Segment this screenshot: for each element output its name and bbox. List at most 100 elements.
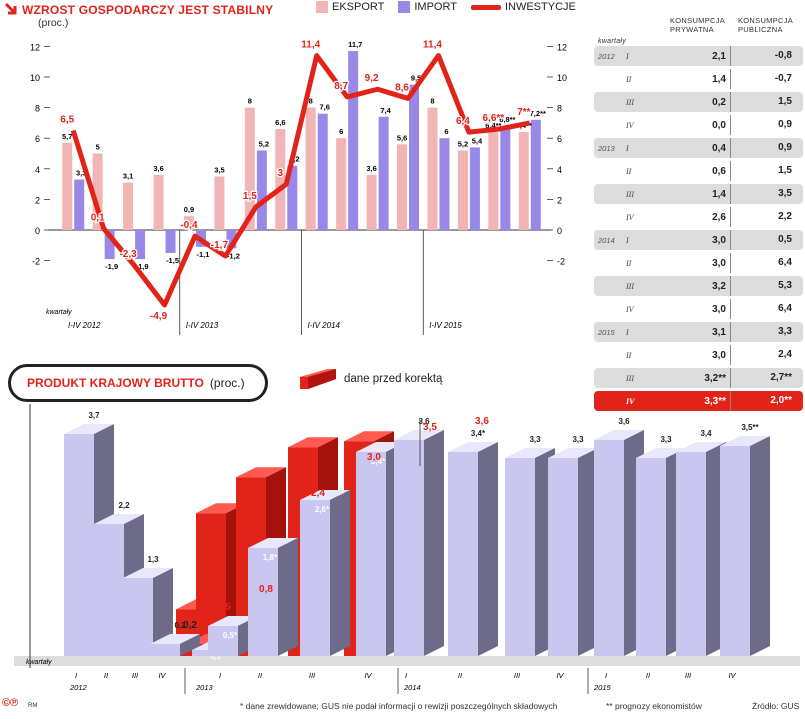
export-label: 3,6 <box>153 164 163 173</box>
import-bar <box>348 51 358 230</box>
gdp-label: 3,4 <box>700 429 712 438</box>
export-bar <box>488 132 498 230</box>
y-tick-right: 12 <box>557 42 567 52</box>
row-private: 0,4 <box>670 143 730 154</box>
table-row: II 0,6 1,5 <box>594 161 803 181</box>
row-quarter: III <box>626 282 670 291</box>
gdp-title-box: PRODUKT KRAJOWY BRUTTO (proc.) <box>8 364 268 402</box>
investment-label: -2,3 <box>119 249 137 260</box>
row-private: 3,1 <box>670 327 730 338</box>
row-private: 0,0 <box>670 120 730 131</box>
row-quarter: IV <box>626 305 670 314</box>
row-public: 1,5 <box>730 161 798 181</box>
table-row: IV 3,0 6,4 <box>594 299 803 319</box>
import-bar <box>500 126 510 230</box>
gdp-label: 3,5** <box>741 423 759 432</box>
row-public: 3,5 <box>730 184 798 204</box>
import-bar <box>409 85 419 230</box>
gdp-label: 1,8* <box>263 553 278 562</box>
table-row: 2015 I 3,1 3,3 <box>594 322 803 342</box>
quarter-label: IV <box>728 671 736 680</box>
before-correction-label: dane przed korektą <box>344 373 442 385</box>
row-public: 3,3 <box>730 322 798 342</box>
gdp-label: 3,3 <box>529 435 541 444</box>
legend-investment: INWESTYCJE <box>471 1 576 13</box>
gdp-bar <box>548 458 578 656</box>
import-bar <box>318 114 328 230</box>
legend-investment-label: INWESTYCJE <box>505 1 576 13</box>
row-quarter: I <box>626 52 670 61</box>
row-private: 1,4 <box>670 189 730 200</box>
import-label: 6 <box>444 127 448 136</box>
red-bar-label: 0,8 <box>259 584 273 595</box>
year-label: 2014 <box>403 683 421 692</box>
row-private: 3,0 <box>670 235 730 246</box>
quarter-label: I <box>605 671 607 680</box>
row-quarter: IV <box>626 213 670 222</box>
investment-label: -0,4 <box>180 220 198 231</box>
red-bar-icon <box>298 367 338 391</box>
gdp-bar-side <box>424 430 444 656</box>
gdp-label: 3,6 <box>618 417 630 426</box>
investment-label: 8,6 <box>395 82 409 93</box>
quarter-label: II <box>646 671 650 680</box>
export-label: 6,6 <box>275 118 285 127</box>
y-tick-left: -2 <box>32 257 40 267</box>
gdp-chart: kwartały 3,7 2,2 1,3 0,2 0,1* 0,5* 1,8* 2,6* 3,4*… <box>0 356 805 696</box>
logo: ©℗ <box>2 697 18 709</box>
y-tick-right: -2 <box>557 257 565 267</box>
investment-label: 1,5 <box>243 191 257 202</box>
table-row: II 1,4 -0,7 <box>594 69 803 89</box>
legend-export: EKSPORT <box>316 1 384 13</box>
table-row: III 0,2 1,5 <box>594 92 803 112</box>
year-label: 2015 <box>593 683 612 692</box>
table-row: 2014 I 3,0 0,5 <box>594 230 803 250</box>
gdp-bar-side <box>330 490 350 656</box>
import-bar <box>531 120 541 230</box>
gdp-bar-side <box>750 436 770 656</box>
quarter-label: IV <box>364 671 372 680</box>
footnote-revised: * dane zrewidowane; GUS nie podał inform… <box>240 701 558 711</box>
gdp-bar <box>300 500 330 656</box>
row-public: 0,9 <box>730 115 798 135</box>
y-tick-left: 8 <box>35 104 40 114</box>
investment-label: 11,4 <box>423 40 442 51</box>
quarter-label: II <box>458 671 462 680</box>
investment-label: -1,7 <box>211 240 229 251</box>
gdp-bar <box>150 644 180 656</box>
row-private: 3,0 <box>670 304 730 315</box>
gdp-label: 3,7 <box>88 411 100 420</box>
top-chart: -2 -20 02 24 46 68 810 1012 12I-IV 2012 I-IV 2013… <box>0 30 590 350</box>
legend-import-label: IMPORT <box>414 1 457 13</box>
investment-label: 9,2 <box>365 73 379 84</box>
gdp-bar <box>356 452 386 656</box>
table-row: III 1,4 3,5 <box>594 184 803 204</box>
export-label: 3,1 <box>123 172 133 181</box>
import-label: -1,5 <box>166 256 179 265</box>
gdp-bar <box>248 548 278 656</box>
gdp-bar <box>94 524 124 656</box>
gdp-label: 3,3 <box>660 435 672 444</box>
table-row: 2013 I 0,4 0,9 <box>594 138 803 158</box>
red-bar-label: 3,5 <box>423 422 437 433</box>
y-tick-right: 10 <box>557 73 567 83</box>
y-tick-left: 10 <box>30 73 40 83</box>
export-label: 5 <box>96 143 100 152</box>
red-bar-label: 0,5 <box>217 602 231 613</box>
investment-label: 6,4 <box>456 116 470 127</box>
red-bar-label: 3,0 <box>367 452 381 463</box>
y-tick-right: 2 <box>557 195 562 205</box>
investment-label: -4,9 <box>150 311 168 322</box>
investment-label: 6,5 <box>60 115 74 126</box>
investment-label: 8,7 <box>334 81 348 92</box>
export-bar <box>275 129 285 230</box>
y-tick-right: 0 <box>557 226 562 236</box>
export-bar <box>336 138 346 230</box>
row-quarter: III <box>626 190 670 199</box>
import-label: -1,1 <box>197 250 210 259</box>
export-bar <box>123 183 133 230</box>
import-label: 7,4 <box>380 106 391 115</box>
red-bar-label: 0,2 <box>183 620 197 631</box>
gdp-bar <box>448 452 478 656</box>
row-public: 1,5 <box>730 92 798 112</box>
